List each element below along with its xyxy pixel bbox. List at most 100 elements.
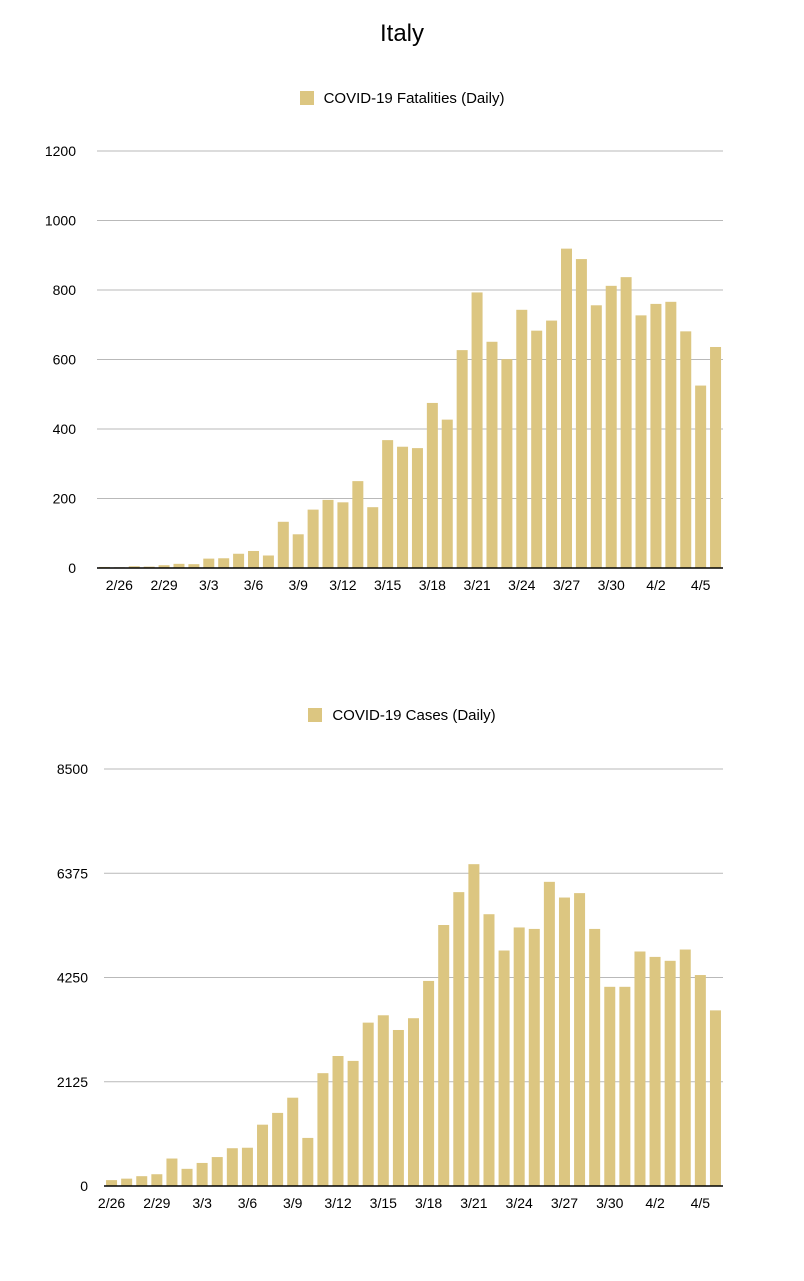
fatalities-x-tick-label: 3/30 [598, 577, 625, 593]
fatalities-bar [635, 315, 647, 568]
cases-bar [166, 1158, 178, 1186]
fatalities-y-tick-label: 0 [68, 560, 76, 576]
fatalities-x-tick-label: 3/12 [329, 577, 356, 593]
cases-bar [241, 1147, 253, 1186]
fatalities-bar [188, 564, 200, 568]
fatalities-x-tick-label: 3/6 [244, 577, 264, 593]
cases-x-tick-label: 2/26 [98, 1195, 125, 1211]
cases-x-tick-label: 2/29 [143, 1195, 170, 1211]
fatalities-y-tick-label: 200 [53, 491, 77, 507]
cases-bar [272, 1112, 284, 1186]
fatalities-bar [382, 440, 394, 568]
fatalities-x-tick-label: 3/3 [199, 577, 219, 593]
cases-bar [226, 1148, 238, 1186]
fatalities-bar [680, 331, 692, 568]
cases-bar [543, 881, 555, 1186]
cases-bar [362, 1022, 374, 1186]
cases-x-tick-label: 3/24 [506, 1195, 533, 1211]
fatalities-y-tick-label: 1200 [45, 143, 76, 159]
fatalities-bar [203, 558, 215, 568]
cases-bar [257, 1124, 269, 1186]
fatalities-bar [262, 555, 274, 568]
fatalities-x-tick-label: 3/9 [288, 577, 308, 593]
fatalities-bar [501, 359, 513, 568]
cases-bar [106, 1180, 118, 1186]
cases-bar [196, 1162, 208, 1186]
cases-bar [604, 986, 616, 1186]
fatalities-x-tick-label: 3/18 [419, 577, 446, 593]
fatalities-bar [233, 553, 245, 568]
cases-bar [423, 980, 435, 1186]
cases-x-tick-label: 3/6 [238, 1195, 258, 1211]
cases-x-tick-label: 3/21 [460, 1195, 487, 1211]
cases-bar [332, 1055, 344, 1186]
fatalities-chart: 0 200 400 600 800 1000 1200 2/26 2/29 3/3 3/6 3/9 3/… [45, 143, 723, 593]
cases-bar [664, 960, 676, 1186]
cases-legend-label: COVID-19 Cases (Daily) [332, 707, 496, 724]
fatalities-bar [277, 521, 289, 568]
cases-x-tick-label: 3/18 [415, 1195, 442, 1211]
fatalities-bar [307, 509, 319, 568]
cases-y-tick-label: 2125 [57, 1074, 88, 1090]
fatalities-bar [441, 419, 453, 568]
page-title: Italy [379, 20, 424, 47]
fatalities-bar [456, 350, 468, 568]
fatalities-bar [516, 309, 528, 568]
cases-bar [709, 1010, 721, 1186]
fatalities-x-tick-label: 3/24 [508, 577, 535, 593]
fatalities-bar [531, 330, 543, 568]
cases-y-tick-label: 0 [80, 1178, 88, 1194]
fatalities-x-tick-label: 3/27 [553, 577, 580, 593]
cases-x-tick-label: 4/5 [691, 1195, 711, 1211]
fatalities-legend: COVID-19 Fatalities (Daily) [0, 90, 804, 107]
cases-bar [574, 893, 586, 1186]
cases-bar [151, 1174, 163, 1186]
cases-bar [121, 1178, 133, 1186]
cases-x-tick-label: 3/30 [596, 1195, 623, 1211]
cases-bar [634, 951, 646, 1186]
cases-x-tick-label: 3/15 [370, 1195, 397, 1211]
fatalities-x-tick-label: 4/2 [646, 577, 666, 593]
cases-bar [513, 927, 525, 1186]
fatalities-bar [471, 292, 483, 568]
cases-bar [694, 975, 706, 1186]
fatalities-bar [546, 320, 558, 568]
cases-bar [438, 925, 450, 1186]
cases-bar [679, 949, 691, 1186]
fatalities-y-tick-label: 600 [53, 352, 77, 368]
fatalities-x-tick-label: 4/5 [691, 577, 711, 593]
cases-legend: COVID-19 Cases (Daily) [0, 707, 804, 724]
cases-y-tick-label: 8500 [57, 761, 88, 777]
cases-bar [483, 914, 495, 1186]
fatalities-bar [397, 446, 409, 568]
cases-y-tick-label: 4250 [57, 970, 88, 986]
cases-x-tick-label: 3/3 [192, 1195, 212, 1211]
fatalities-bar [575, 259, 587, 568]
cases-bar [649, 956, 661, 1186]
fatalities-bar [322, 499, 334, 568]
fatalities-bar [158, 565, 170, 568]
fatalities-bar [590, 305, 602, 568]
fatalities-y-tick-label: 1000 [45, 213, 76, 229]
cases-x-tick-label: 3/27 [551, 1195, 578, 1211]
fatalities-bar [710, 346, 722, 568]
fatalities-bar [337, 502, 349, 568]
cases-x-tick-label: 3/9 [283, 1195, 303, 1211]
cases-bar [302, 1137, 314, 1186]
fatalities-bar [605, 285, 617, 568]
fatalities-x-tick-label: 3/15 [374, 577, 401, 593]
fatalities-legend-swatch [299, 91, 314, 105]
fatalities-x-tick-label: 2/29 [150, 577, 177, 593]
fatalities-bar [411, 448, 423, 568]
cases-bar [589, 928, 601, 1186]
cases-bar [392, 1029, 404, 1186]
cases-bar [181, 1168, 193, 1186]
cases-bar [347, 1060, 359, 1186]
fatalities-x-tick-label: 2/26 [106, 577, 133, 593]
fatalities-bar [292, 534, 304, 568]
fatalities-bar [650, 303, 662, 568]
fatalities-bar [695, 385, 707, 568]
fatalities-bar [620, 277, 632, 568]
fatalities-bar [426, 402, 438, 568]
